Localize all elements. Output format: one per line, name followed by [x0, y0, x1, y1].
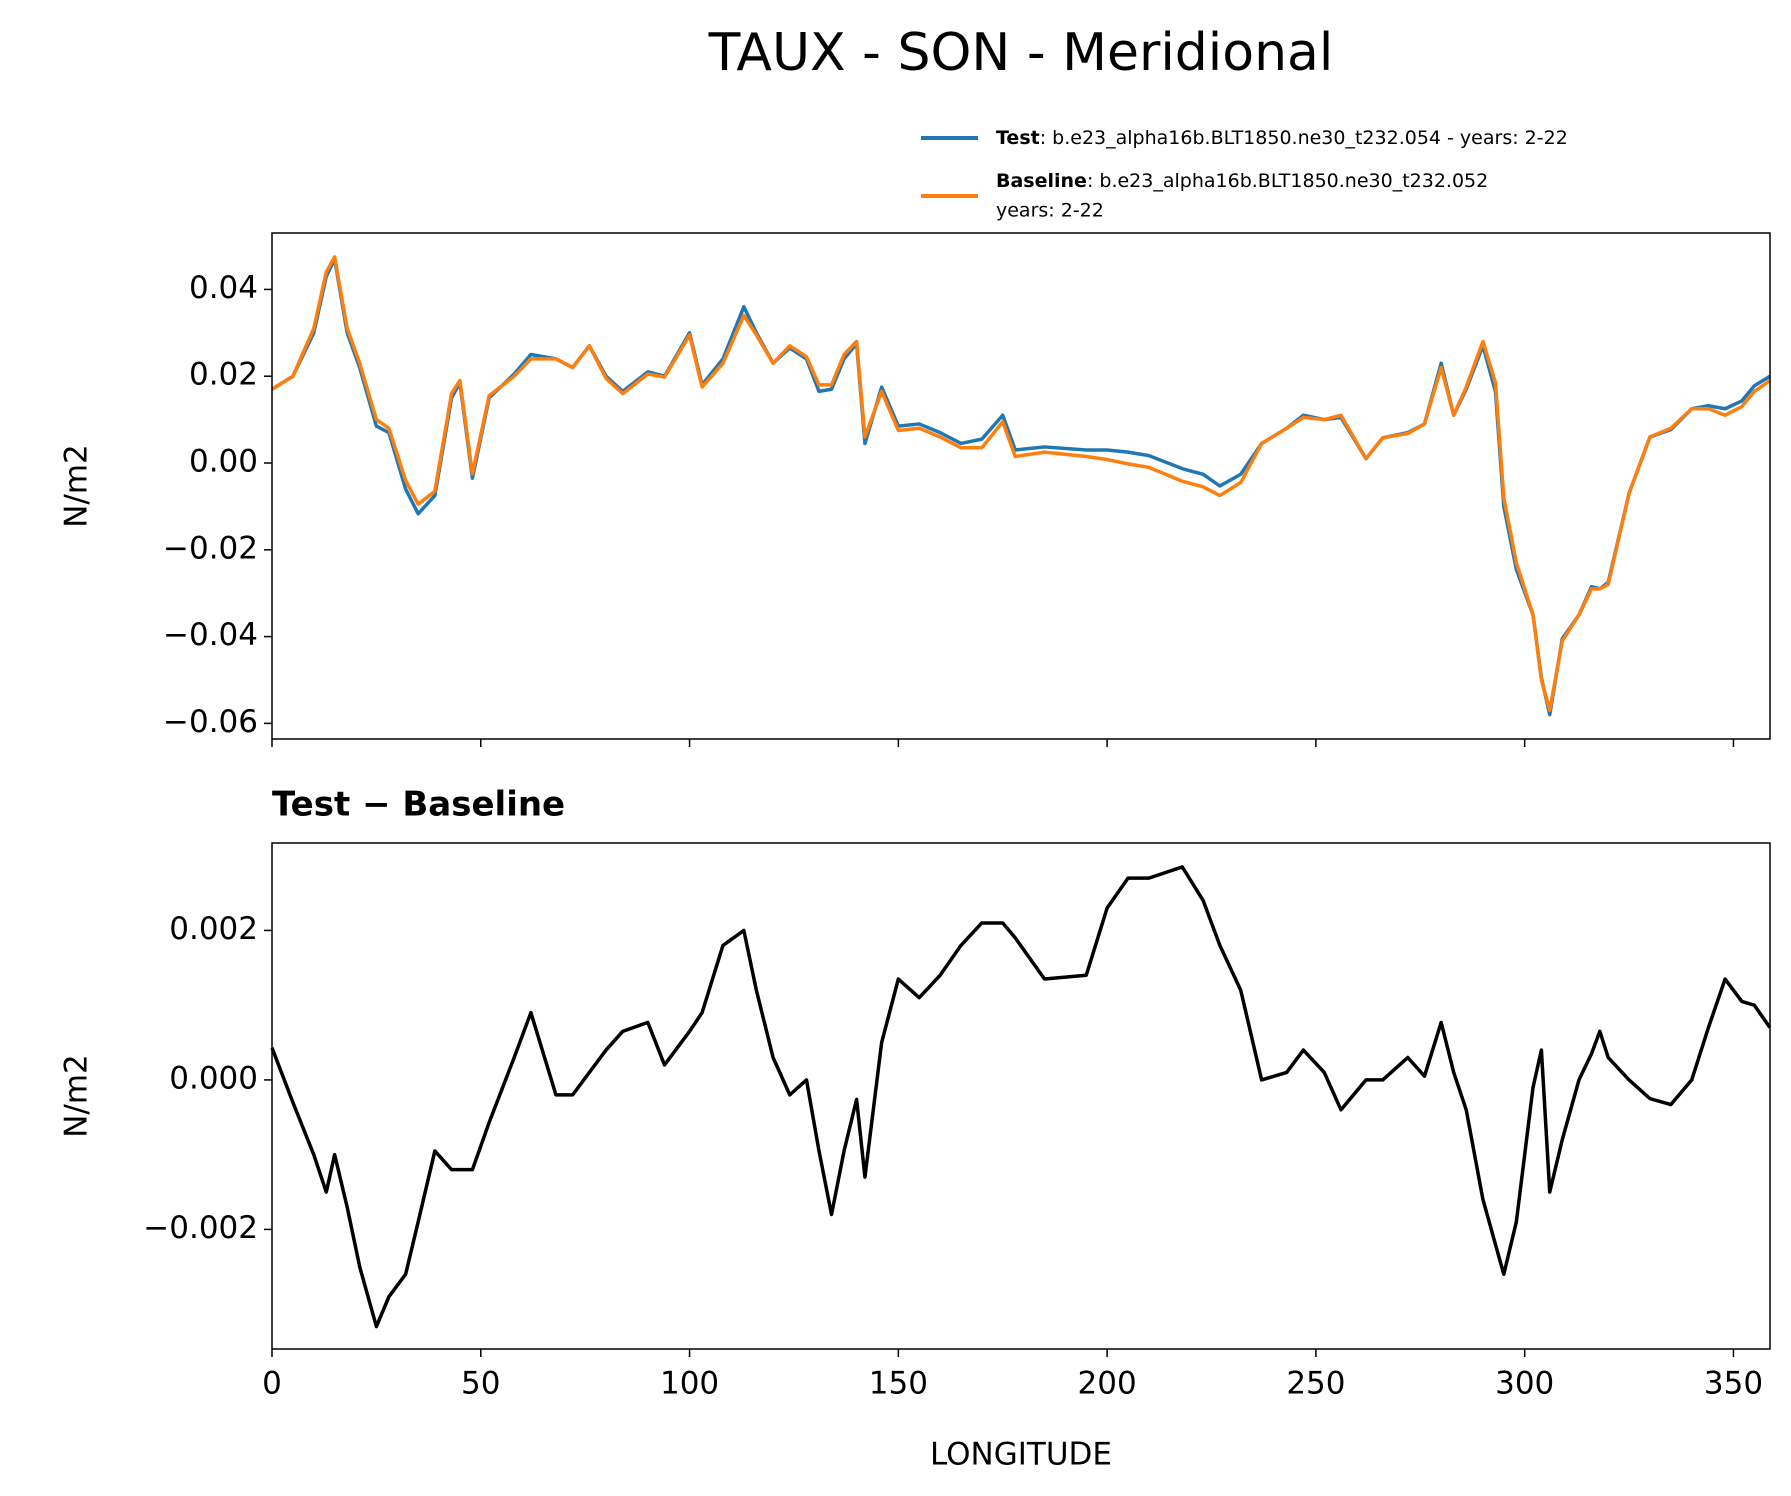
- x-tick-label: 200: [1078, 1366, 1137, 1402]
- y-tick-label: −0.04: [163, 617, 258, 653]
- data-line: [271, 257, 1771, 717]
- x-tick-label: 300: [1495, 1366, 1554, 1402]
- legend-label: Baseline: b.e23_alpha16b.BLT1850.ne30_t2…: [996, 170, 1488, 192]
- y-tick-label: −0.02: [163, 530, 258, 566]
- x-tick-label: 0: [262, 1366, 282, 1402]
- y-tick-label: 0.002: [169, 911, 258, 947]
- y-tick-label: 0.04: [189, 270, 258, 306]
- y-tick-label: −0.06: [163, 704, 258, 740]
- x-tick-label: 150: [869, 1366, 928, 1402]
- y-tick-label: 0.00: [189, 444, 258, 480]
- legend-description: years: 2-22: [996, 200, 1104, 222]
- x-tick-label: 50: [461, 1366, 500, 1402]
- data-line: [270, 865, 1772, 1329]
- x-tick-label: 250: [1286, 1366, 1345, 1402]
- legend-label: Test: b.e23_alpha16b.BLT1850.ne30_t232.0…: [996, 127, 1568, 149]
- legend-name: Baseline: [996, 170, 1087, 192]
- y-tick-label: 0.02: [189, 357, 258, 393]
- y-axis-label: N/m2: [59, 444, 95, 528]
- legend-description: : b.e23_alpha16b.BLT1850.ne30_t232.054 -…: [1040, 127, 1568, 149]
- data-line: [271, 255, 1771, 713]
- axes-frame: [271, 232, 1771, 740]
- x-axis-label: LONGITUDE: [930, 1437, 1112, 1473]
- y-tick-label: 0.000: [169, 1060, 258, 1096]
- axes-frame: [271, 842, 1771, 1350]
- x-tick-label: 100: [660, 1366, 719, 1402]
- legend-description: : b.e23_alpha16b.BLT1850.ne30_t232.052: [1087, 170, 1488, 192]
- x-tick-label: 350: [1704, 1366, 1763, 1402]
- y-axis-label: N/m2: [59, 1054, 95, 1138]
- y-tick-label: −0.002: [143, 1210, 258, 1246]
- subplot-title: Test − Baseline: [272, 785, 565, 825]
- chart-title: TAUX - SON - Meridional: [708, 23, 1334, 83]
- legend-name: Test: [996, 127, 1040, 149]
